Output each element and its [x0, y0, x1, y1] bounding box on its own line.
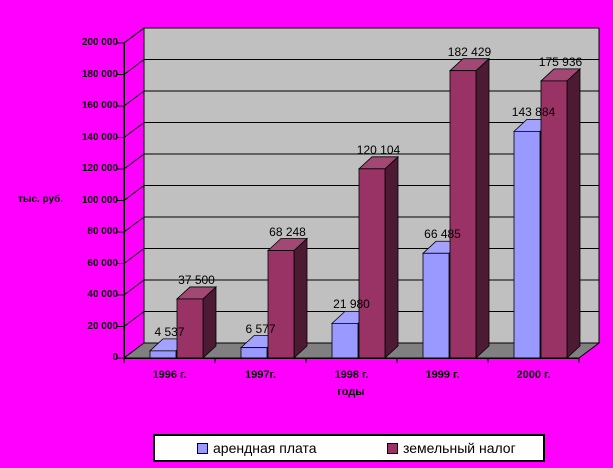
bar-s0-c2 — [331, 322, 359, 359]
gridline-slant — [123, 279, 145, 296]
legend-label-rent: арендная плата — [213, 440, 317, 456]
bar-s0-c0 — [149, 350, 177, 359]
legend-item-tax: земельный налог — [387, 440, 516, 456]
bar-s1-c3 — [449, 70, 477, 359]
gridline-slant — [123, 185, 145, 201]
x-axis-title: годы — [337, 386, 365, 398]
legend-label-tax: земельный налог — [403, 440, 516, 456]
legend: арендная плата земельный налог — [153, 434, 545, 462]
y-axis-depth-edge — [123, 27, 145, 44]
legend-swatch-tax — [387, 442, 398, 454]
bar-s0-c3 — [422, 252, 450, 359]
bar-side-s1-c1 — [293, 237, 308, 359]
gridline-slant — [123, 90, 145, 107]
bar-s1-c0 — [176, 298, 204, 359]
gridline-slant — [123, 153, 145, 170]
gridline-slant — [123, 248, 145, 264]
gridline-slant — [123, 122, 145, 138]
bar-s1-c1 — [267, 250, 295, 359]
bar-side-s1-c3 — [475, 57, 490, 359]
bar-s0-c4 — [513, 130, 541, 359]
y-axis-title: тыс. руб. — [18, 194, 64, 205]
legend-item-rent: арендная плата — [197, 440, 317, 456]
bar-s1-c4 — [540, 80, 568, 359]
gridline-slant — [123, 59, 145, 75]
gridline-slant — [123, 216, 145, 233]
bar-side-s1-c2 — [384, 155, 399, 359]
gridline-slant — [123, 311, 145, 327]
bar-s0-c1 — [240, 347, 268, 359]
legend-swatch-rent — [197, 442, 208, 454]
bar-s1-c2 — [358, 168, 386, 359]
bar-side-s1-c4 — [566, 67, 581, 359]
